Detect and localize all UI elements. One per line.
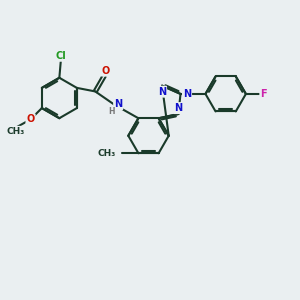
Text: N: N bbox=[114, 99, 122, 109]
Text: N: N bbox=[174, 103, 182, 113]
Text: CH₃: CH₃ bbox=[97, 149, 116, 158]
Text: Cl: Cl bbox=[56, 51, 66, 61]
Text: N: N bbox=[158, 87, 166, 97]
Text: O: O bbox=[102, 66, 110, 76]
Text: N: N bbox=[183, 89, 191, 99]
Text: H: H bbox=[108, 107, 115, 116]
Text: CH₃: CH₃ bbox=[7, 127, 25, 136]
Text: O: O bbox=[26, 114, 35, 124]
Text: F: F bbox=[260, 89, 267, 99]
